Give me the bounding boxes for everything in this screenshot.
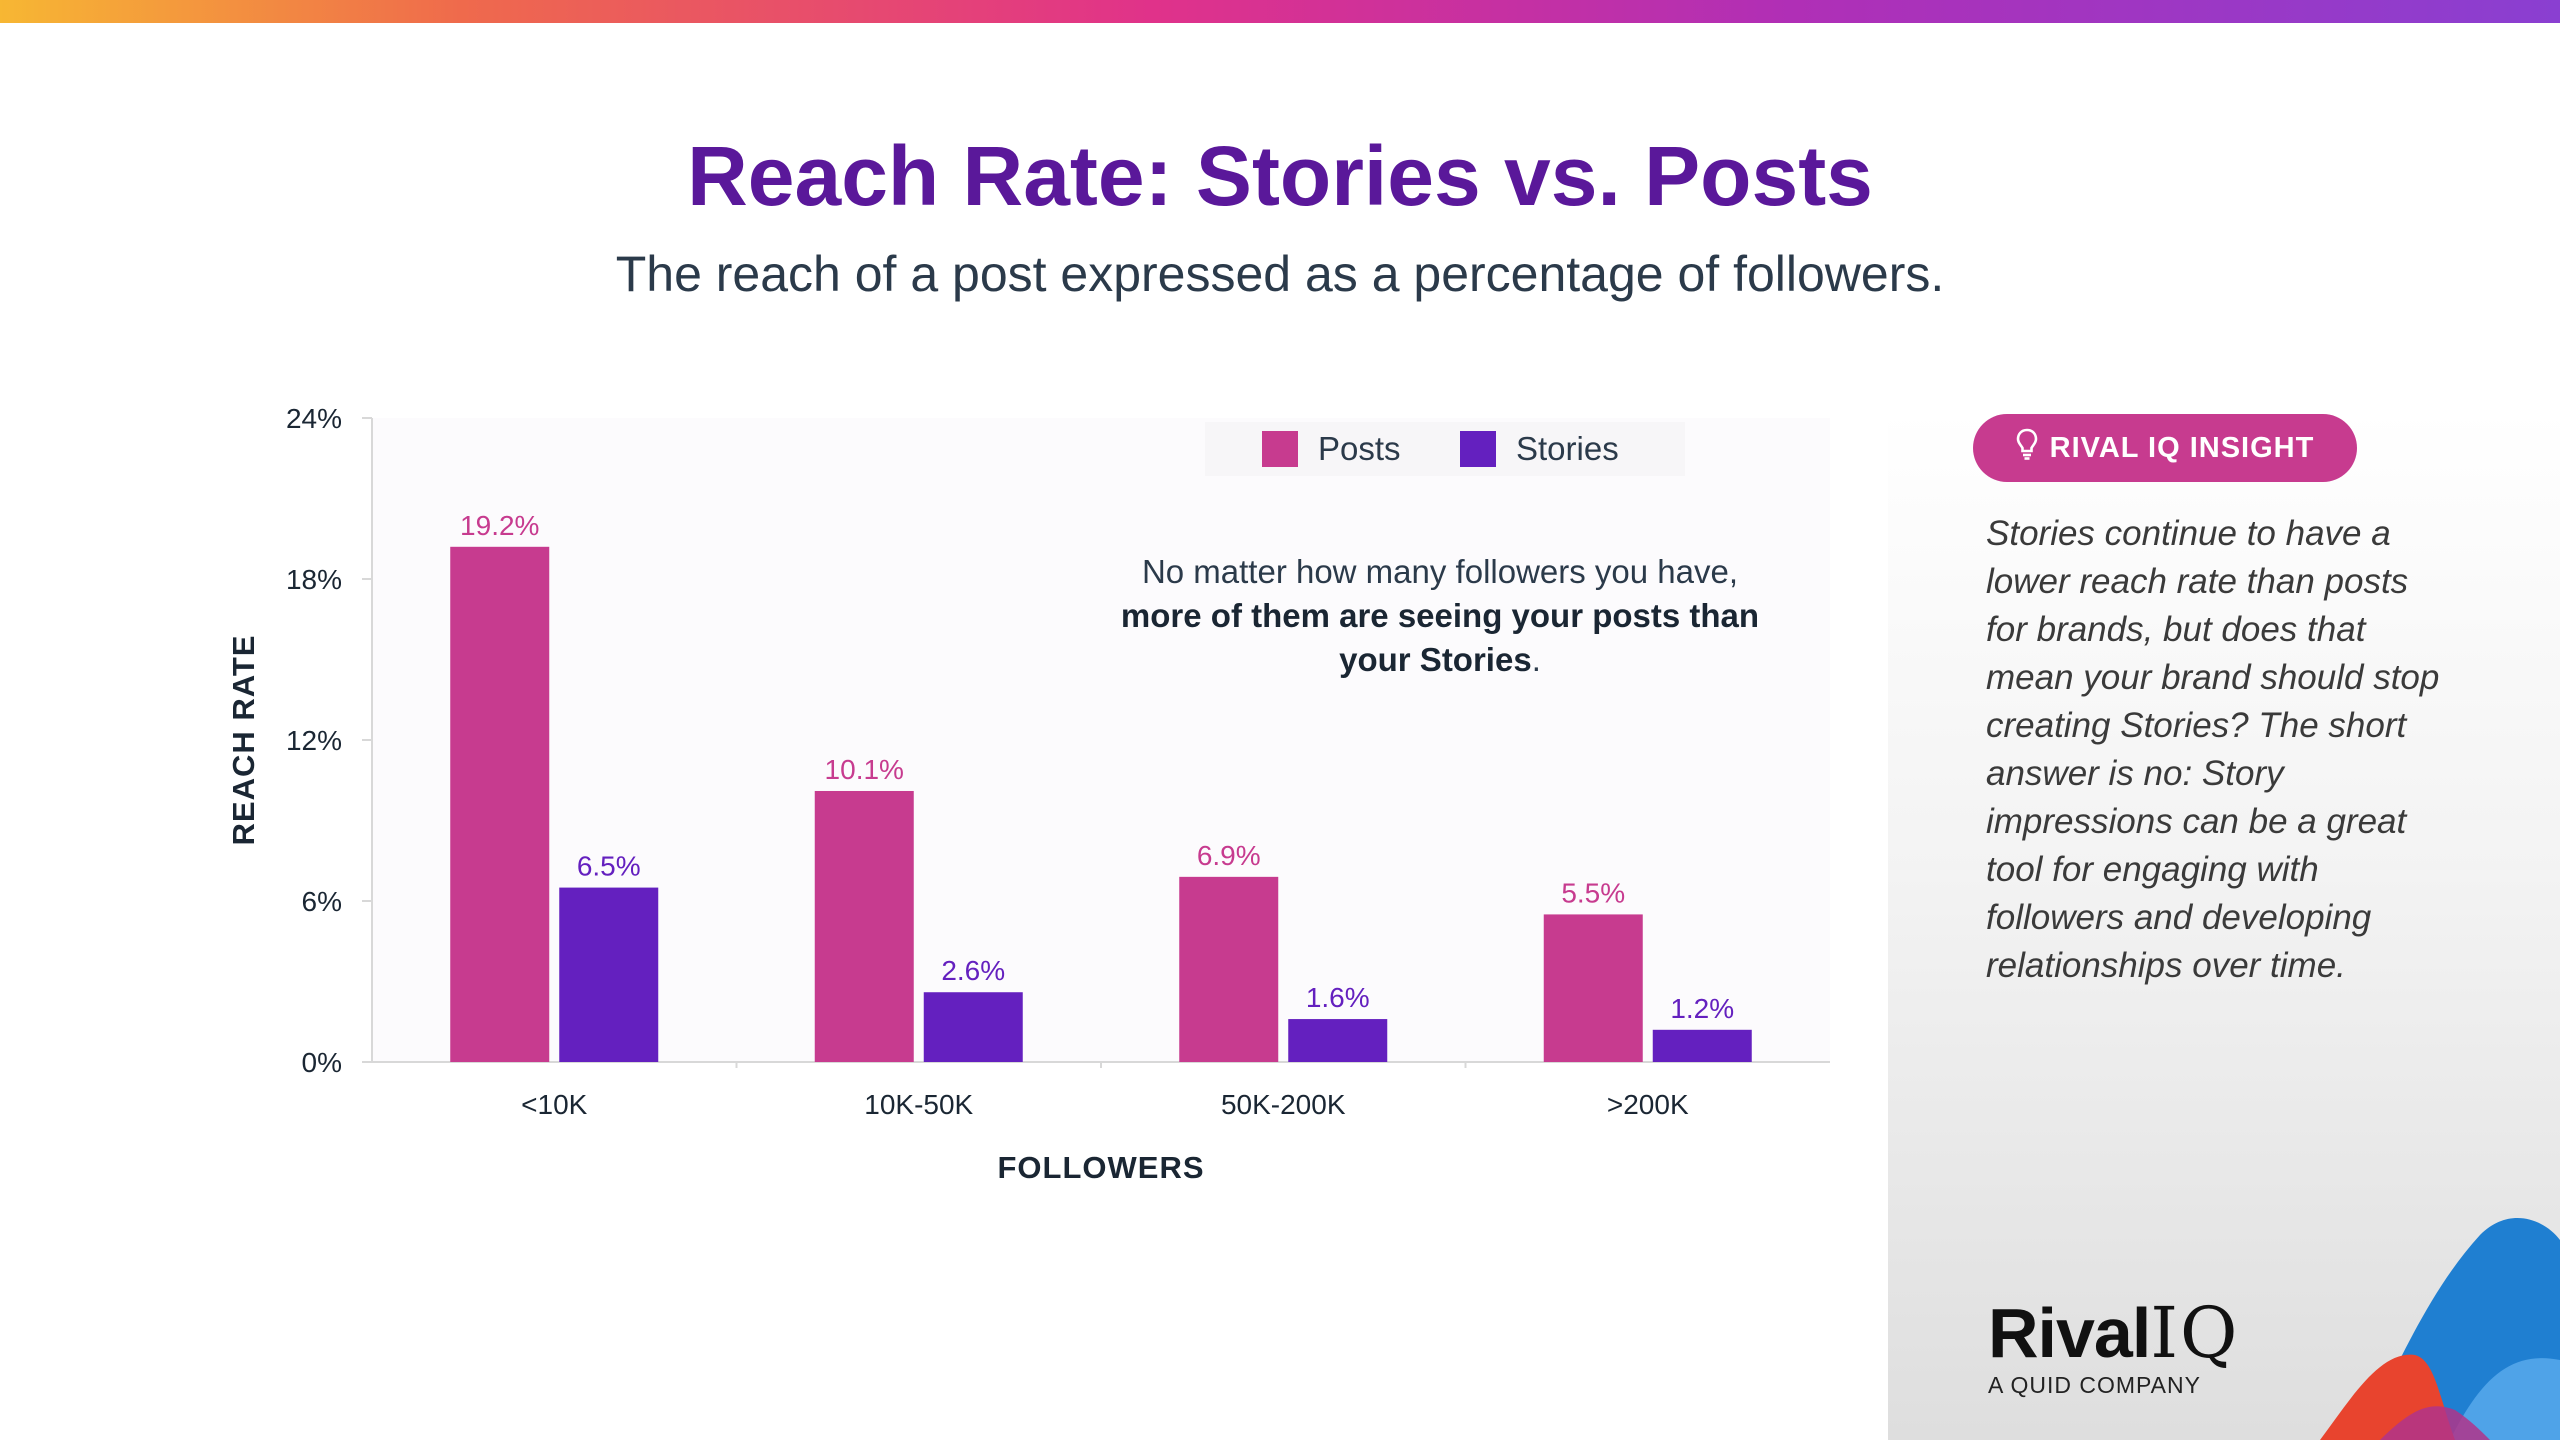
- x-tick-label: <10K: [521, 1089, 587, 1120]
- legend-label-stories: Stories: [1516, 430, 1619, 467]
- x-tick-label: 10K-50K: [864, 1089, 973, 1120]
- legend-swatch-posts: [1262, 431, 1298, 467]
- brand-tagline: A QUID COMPANY: [1988, 1372, 2201, 1398]
- y-tick-label: 12%: [286, 725, 342, 756]
- page-title: Reach Rate: Stories vs. Posts: [687, 129, 1873, 223]
- data-label-stories: 6.5%: [577, 851, 641, 882]
- bar-posts: [450, 546, 550, 1062]
- y-tick-label: 0%: [302, 1047, 342, 1078]
- bar-stories: [1288, 1019, 1388, 1062]
- chart-annotation: No matter how many followers you have, m…: [1120, 550, 1760, 682]
- x-tick-label: >200K: [1607, 1089, 1689, 1120]
- bar-posts: [1179, 876, 1279, 1062]
- data-label-posts: 6.9%: [1197, 840, 1261, 871]
- data-label-stories: 2.6%: [941, 955, 1005, 986]
- bar-stories: [559, 887, 659, 1062]
- bar-posts: [814, 790, 914, 1062]
- annotation-bold: more of them are seeing your posts than …: [1120, 597, 1760, 678]
- legend-label-posts: Posts: [1318, 430, 1401, 467]
- y-tick-label: 18%: [286, 564, 342, 595]
- annotation-end: .: [1531, 641, 1541, 678]
- brand-logo: RivalIQ A QUID COMPANY: [1988, 1298, 2239, 1399]
- data-label-posts: 19.2%: [460, 510, 539, 541]
- annotation-line1: No matter how many followers you have,: [1141, 553, 1739, 590]
- data-label-stories: 1.2%: [1670, 993, 1734, 1024]
- x-axis-title: FOLLOWERS: [997, 1150, 1204, 1185]
- decorative-wave-art: [2320, 1218, 2560, 1440]
- lightbulb-icon: [2016, 428, 2038, 468]
- brand-name-iq: IQ: [2150, 1292, 2240, 1374]
- insight-text: Stories continue to have a lower reach r…: [1986, 514, 2440, 985]
- brand-name-rival: Rival: [1988, 1294, 2151, 1372]
- page-subtitle: The reach of a post expressed as a perce…: [615, 246, 1945, 302]
- y-tick-label: 24%: [286, 403, 342, 434]
- bar-stories: [923, 992, 1023, 1062]
- y-tick-label: 6%: [302, 886, 342, 917]
- bar-stories: [1652, 1029, 1752, 1062]
- data-label-posts: 5.5%: [1561, 877, 1625, 908]
- y-axis-title: REACH RATE: [226, 635, 261, 846]
- insight-badge: RIVAL IQ INSIGHT: [1973, 414, 2357, 482]
- insight-panel: [1888, 410, 2560, 1440]
- x-tick-label: 50K-200K: [1221, 1089, 1346, 1120]
- data-label-posts: 10.1%: [825, 754, 904, 785]
- bar-posts: [1543, 914, 1643, 1062]
- insight-badge-label: RIVAL IQ INSIGHT: [2049, 431, 2315, 464]
- top-gradient-bar: [0, 0, 2560, 23]
- legend-swatch-stories: [1460, 431, 1496, 467]
- data-label-stories: 1.6%: [1306, 982, 1370, 1013]
